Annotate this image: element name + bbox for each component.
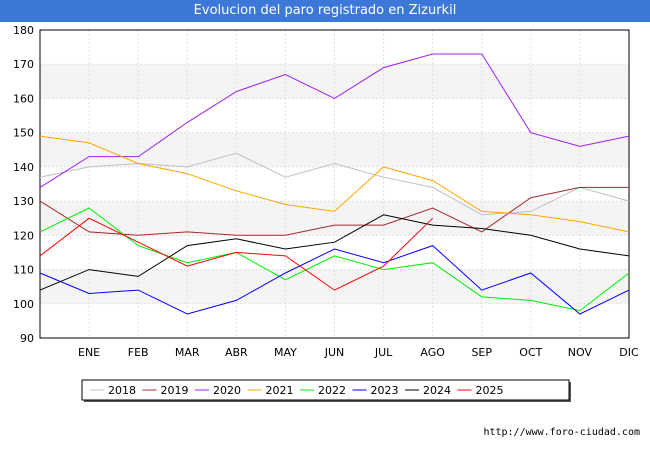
y-tick-label: 140 — [13, 161, 34, 174]
series-line-2019 — [39, 186, 629, 236]
series-line-2020 — [39, 53, 630, 188]
legend-label: 2024 — [423, 384, 451, 397]
legend-box — [81, 379, 570, 401]
series-lines — [39, 53, 630, 315]
x-tick-label: JUN — [324, 346, 345, 359]
legend-label: 2020 — [213, 384, 241, 397]
legend-label: 2022 — [318, 384, 346, 397]
y-tick-label: 100 — [13, 298, 34, 311]
grid-lines — [40, 29, 629, 339]
x-tick-label: ENE — [78, 346, 100, 359]
legend-label: 2019 — [161, 384, 189, 397]
x-tick-labels: ENE FEB MAR ABR MAY JUN JUL AGO SEP OCT NOV DIC — [78, 346, 639, 359]
legend: 2018 2019 2020 2021 2022 2023 2024 2025 — [81, 379, 571, 402]
y-tick-label: 160 — [13, 92, 34, 105]
chart-title: Evolucion del paro registrado en Zizurki… — [0, 0, 650, 22]
plot-frame — [39, 29, 630, 339]
x-tick-label: AGO — [420, 346, 445, 359]
series-line-2024 — [39, 214, 630, 291]
y-tick-label: 170 — [13, 58, 34, 71]
y-tick-label: 150 — [13, 127, 34, 140]
x-tick-label: FEB — [128, 346, 149, 359]
x-tick-label: JUL — [374, 346, 393, 359]
y-tick-label: 110 — [13, 264, 34, 277]
x-tick-label: NOV — [568, 346, 593, 359]
plot-band — [40, 132, 629, 167]
axes — [39, 29, 630, 339]
legend-label: 2025 — [476, 384, 504, 397]
series-line-2023 — [39, 245, 630, 315]
x-tick-label: DIC — [619, 346, 639, 359]
x-tick-label: OCT — [519, 346, 542, 359]
series-line-2022 — [39, 207, 630, 312]
series-line-2021 — [39, 135, 630, 233]
legend-label: 2021 — [266, 384, 294, 397]
y-tick-label: 180 — [13, 24, 34, 37]
legend-label: 2023 — [371, 384, 399, 397]
plot-band — [40, 64, 629, 99]
x-tick-label: SEP — [471, 346, 492, 359]
legend-label: 2018 — [108, 384, 136, 397]
x-tick-label: ABR — [225, 346, 248, 359]
y-tick-label: 120 — [13, 229, 34, 242]
source-url: http://www.foro-ciudad.com — [483, 427, 640, 438]
x-tick-label: MAR — [175, 346, 200, 359]
x-tick-label: MAY — [274, 346, 297, 359]
series-line-2025 — [39, 217, 434, 291]
y-tick-label: 130 — [13, 195, 34, 208]
y-tick-labels: 90 100 110 120 130 140 150 160 170 180 — [13, 24, 34, 345]
y-tick-label: 90 — [20, 332, 34, 345]
